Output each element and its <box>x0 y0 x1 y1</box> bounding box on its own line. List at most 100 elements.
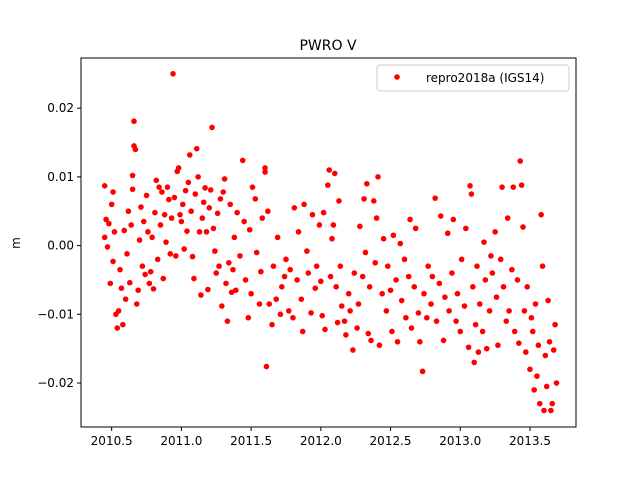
data-point <box>181 246 187 252</box>
data-point <box>417 338 423 345</box>
data-point <box>506 308 512 314</box>
data-point <box>242 277 249 283</box>
data-point <box>350 347 356 353</box>
data-point <box>529 328 536 335</box>
data-point <box>527 366 533 373</box>
data-point <box>425 263 431 270</box>
data-point <box>408 325 415 331</box>
data-point <box>210 225 217 232</box>
data-point <box>359 273 366 280</box>
data-point <box>528 314 535 321</box>
data-point <box>241 218 247 225</box>
data-point <box>405 273 412 280</box>
y-tick-label: 0.02 <box>47 101 74 115</box>
data-point <box>127 279 133 286</box>
data-point <box>221 176 228 182</box>
data-point <box>553 380 560 386</box>
x-tick-label: 2013.0 <box>439 434 481 448</box>
data-point <box>145 229 151 235</box>
data-point <box>160 275 167 282</box>
data-point <box>157 222 164 228</box>
data-point <box>428 301 434 307</box>
data-point <box>472 321 479 328</box>
data-point <box>347 308 353 314</box>
y-tick-label: −0.02 <box>37 376 74 390</box>
data-point <box>234 209 240 216</box>
data-point <box>122 296 129 302</box>
data-point <box>262 165 268 171</box>
data-point <box>220 189 227 195</box>
y-tick-label: −0.01 <box>37 307 74 321</box>
data-point <box>387 287 394 294</box>
data-point <box>185 179 192 186</box>
data-point <box>239 157 246 164</box>
data-point <box>143 192 150 199</box>
data-point <box>196 229 203 235</box>
data-point <box>371 198 377 204</box>
data-point <box>269 321 275 328</box>
data-point <box>246 226 253 233</box>
data-point <box>482 277 489 283</box>
data-point <box>390 232 397 239</box>
data-point <box>331 170 338 177</box>
data-point <box>117 266 123 273</box>
data-point <box>365 330 372 337</box>
data-point <box>318 278 324 285</box>
data-point <box>136 237 143 243</box>
data-point <box>223 280 229 287</box>
legend-label: repro2018a (IGS14) <box>426 71 544 85</box>
data-point <box>341 318 348 324</box>
data-point <box>111 229 118 235</box>
data-point <box>552 321 558 328</box>
data-point <box>193 145 200 152</box>
data-point <box>380 235 387 242</box>
data-point <box>132 146 139 153</box>
data-point <box>355 301 362 307</box>
data-point <box>379 290 385 297</box>
data-point <box>228 289 235 296</box>
data-point <box>159 189 165 195</box>
data-point <box>504 215 511 221</box>
data-point <box>319 312 326 319</box>
data-point <box>397 240 404 247</box>
data-point <box>135 287 141 294</box>
data-point <box>550 347 557 353</box>
data-point <box>475 349 482 355</box>
data-point <box>184 228 190 234</box>
data-point <box>121 227 128 234</box>
data-point <box>258 268 264 275</box>
data-point <box>503 318 510 324</box>
data-point <box>217 196 224 202</box>
data-point <box>313 263 320 270</box>
data-point <box>534 373 540 379</box>
data-point <box>283 256 289 263</box>
legend-marker <box>394 74 400 80</box>
data-point <box>433 318 440 324</box>
data-point <box>237 253 243 259</box>
data-point <box>497 256 504 263</box>
data-point <box>454 290 461 297</box>
data-point <box>509 266 515 273</box>
data-point <box>263 363 270 370</box>
data-point <box>458 256 465 263</box>
data-point <box>429 273 436 280</box>
data-points <box>101 71 560 414</box>
data-point <box>532 301 539 307</box>
x-tick-label: 2010.5 <box>91 434 133 448</box>
data-point <box>489 270 496 276</box>
data-point <box>524 284 530 290</box>
data-point <box>252 196 259 202</box>
data-point <box>224 318 231 324</box>
data-point <box>161 211 168 218</box>
data-point <box>270 263 277 270</box>
legend: repro2018a (IGS14) <box>376 64 570 92</box>
data-point <box>188 208 194 215</box>
data-point <box>354 325 360 331</box>
data-point <box>281 273 288 280</box>
data-point <box>232 287 239 294</box>
data-point <box>115 308 122 314</box>
data-point <box>338 303 345 309</box>
data-point <box>195 174 201 180</box>
data-point <box>479 328 486 335</box>
